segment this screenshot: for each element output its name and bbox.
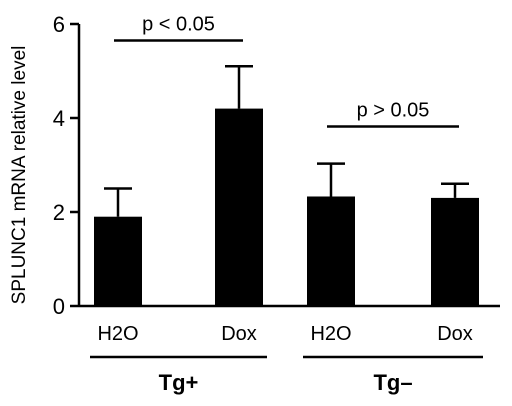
y-axis-label: SPLUNC1 mRNA relative level: [9, 46, 30, 305]
group-label-2: Tg–: [373, 370, 412, 395]
x-category-label: H2O: [97, 323, 138, 345]
x-category-label: H2O: [310, 323, 351, 345]
bar-2: [215, 108, 263, 306]
y-tick-label: 2: [53, 200, 65, 225]
chart-error-bars: [104, 65, 469, 217]
y-tick-label: 4: [53, 106, 65, 131]
x-category-label: Dox: [221, 323, 257, 345]
chart-labels: H2O Dox H2O Dox Tg+ Tg–: [90, 323, 483, 395]
bar-3: [307, 196, 355, 306]
y-tick-label: 6: [53, 12, 65, 37]
chart-annotations: p < 0.05 p > 0.05: [114, 13, 459, 128]
significance-label-1: p < 0.05: [142, 13, 215, 35]
y-tick-label: 0: [53, 294, 65, 319]
x-category-label: Dox: [437, 323, 473, 345]
bar-1: [94, 216, 142, 306]
bar-4: [431, 197, 479, 306]
group-label-1: Tg+: [159, 370, 199, 395]
chart-axes: 0 2 4 6 SPLUNC1 mRNA relative level: [9, 12, 500, 319]
significance-label-2: p > 0.05: [357, 99, 430, 121]
chart-bars: [94, 108, 479, 306]
